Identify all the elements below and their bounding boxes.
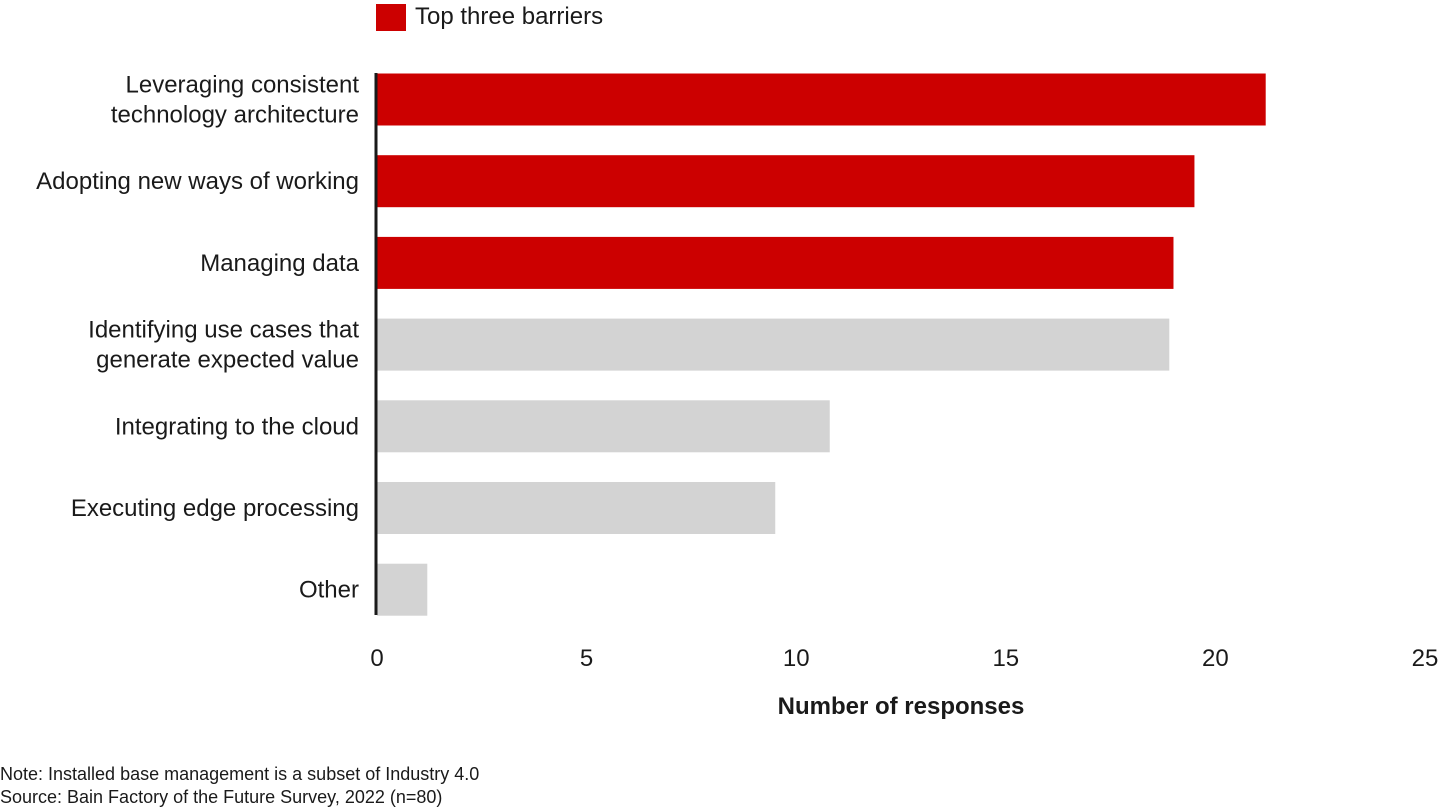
x-tick-label: 15 (992, 645, 1019, 672)
x-tick-label: 10 (783, 645, 810, 672)
category-label: Managing data (200, 250, 359, 277)
source-text: Source: Bain Factory of the Future Surve… (0, 787, 443, 807)
legend: Top three barriers (376, 3, 603, 31)
bar (377, 563, 428, 616)
bar (377, 482, 776, 534)
category-label: Executing edge processing (71, 495, 359, 522)
footnotes: Note: Installed base management is a sub… (0, 763, 479, 809)
legend-swatch (376, 3, 406, 31)
x-tick-label: 25 (1412, 645, 1439, 672)
category-label: Other (299, 577, 359, 604)
x-tick-label: 0 (370, 645, 383, 672)
bar-chart: Leveraging consistent technology architec… (36, 72, 1439, 721)
legend-label: Top three barriers (415, 3, 604, 30)
category-label: Adopting new ways of working (36, 168, 359, 195)
bar (377, 73, 1266, 126)
bar (377, 155, 1195, 208)
category-label: Integrating to the cloud (115, 413, 359, 440)
x-tick-label: 5 (580, 645, 593, 672)
note-text: Note: Installed base management is a sub… (0, 764, 480, 784)
category-label: Identifying use cases that generate expec… (88, 317, 359, 374)
bar (377, 236, 1174, 289)
bar (377, 318, 1170, 371)
x-tick-label: 20 (1202, 645, 1229, 672)
x-axis-title: Number of responses (778, 693, 1025, 720)
bar (377, 400, 830, 453)
category-label: Leveraging consistent technology architec… (111, 72, 359, 129)
